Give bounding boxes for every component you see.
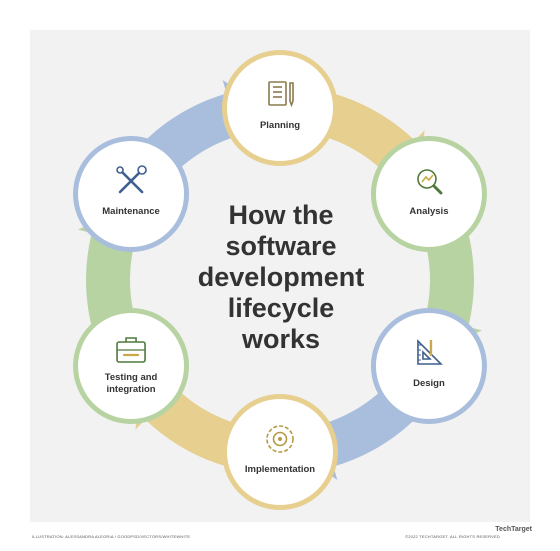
stage-node: Maintenance [73, 136, 190, 252]
stage-label: Maintenance [102, 206, 160, 217]
stage-label: Testing and [105, 372, 158, 383]
stage-label: Analysis [409, 206, 448, 217]
stage-node: Implementation [222, 394, 338, 510]
stage-node-face [227, 55, 333, 161]
stage-label: Implementation [245, 464, 315, 475]
center-title-line-5: works [241, 324, 320, 354]
stage-label: integration [106, 384, 155, 395]
stage-node-face [375, 141, 482, 247]
stage-node-face [375, 313, 482, 419]
center-title-line-3: development [198, 262, 365, 292]
stage-node-face [78, 313, 185, 419]
brand-logo: TechTarget [495, 526, 532, 533]
stage-node: Design [370, 308, 487, 424]
illustration-credit: ILLUSTRATION: ALESSANDRA ALEGRIA / GOODP… [32, 534, 191, 539]
planning-icon [268, 81, 294, 108]
stage-label: Design [413, 378, 445, 389]
stage-label: Planning [260, 120, 300, 131]
testing-icon [116, 337, 146, 363]
design-icon [417, 339, 443, 365]
center-title-line-4: lifecycle [228, 293, 335, 323]
sdlc-cycle-diagram: Planning Analysis Design Implementation Test… [73, 50, 487, 510]
center-title-line-1: How the [229, 200, 334, 230]
center-title-line-2: software [225, 231, 336, 261]
implementation-icon [266, 425, 294, 453]
analysis-icon [417, 169, 443, 195]
copyright-notice: ©2022 TECHTARGET. ALL RIGHTS RESERVED [405, 534, 500, 539]
maintenance-icon [116, 165, 147, 194]
diagram-panel: Planning Analysis Design Implementation Test… [30, 30, 530, 522]
stage-node: Planning [222, 50, 338, 166]
stage-node-face [78, 141, 185, 247]
stage-node: Analysis [370, 136, 487, 252]
